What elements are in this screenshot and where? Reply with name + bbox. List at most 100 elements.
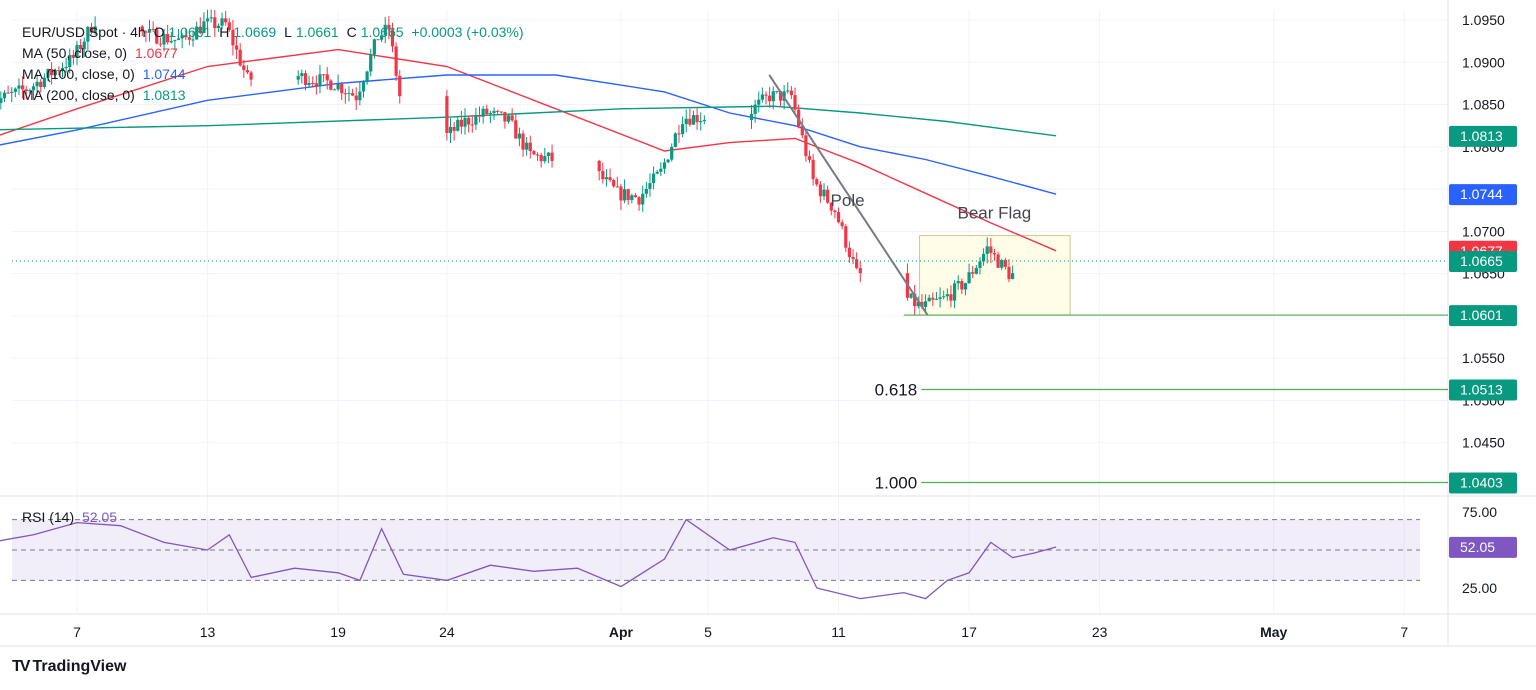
time-tick-label: 5 xyxy=(704,624,712,640)
candle-up xyxy=(300,73,304,77)
symbol-name[interactable]: EUR/USD Spot · 4h xyxy=(22,24,146,40)
symbol-legend: EUR/USD Spot · 4h O 1.0661 H 1.0669 L 1.066… xyxy=(22,24,528,40)
candle-down xyxy=(187,37,192,40)
ma200-legend[interactable]: MA (200, close, 0) 1.0813 xyxy=(22,87,190,103)
ma100-label: MA (100, close, 0) xyxy=(22,66,135,82)
candle-up xyxy=(195,26,199,40)
price-label-badge xyxy=(1449,125,1517,147)
candle-down xyxy=(166,33,170,43)
candle-down xyxy=(24,89,28,91)
candle-down xyxy=(840,222,844,227)
candle-up xyxy=(1000,259,1004,268)
candle-down xyxy=(50,69,54,76)
candle-up xyxy=(604,177,609,180)
candle-up xyxy=(978,261,982,268)
candle-down xyxy=(329,80,333,90)
time-tick-label: 7 xyxy=(1400,624,1408,640)
candle-up xyxy=(191,39,195,41)
candle-up xyxy=(956,281,960,284)
candle-down xyxy=(913,293,917,307)
bear-flag-box xyxy=(919,235,1071,316)
ma50-legend[interactable]: MA (50, close, 0) 1.0677 xyxy=(22,45,182,61)
candle-up xyxy=(318,74,322,87)
candle-down xyxy=(677,133,681,135)
candle-down xyxy=(931,297,935,300)
time-tick-label: 11 xyxy=(831,624,846,640)
candle-down xyxy=(224,18,228,23)
candle-down xyxy=(535,154,540,156)
candle-down xyxy=(394,46,398,76)
ma100-line xyxy=(0,74,1057,195)
candle-down xyxy=(303,73,308,85)
time-tick-label: 7 xyxy=(73,624,81,640)
candle-down xyxy=(445,96,449,134)
candle-up xyxy=(169,40,173,43)
candle-up xyxy=(546,152,551,157)
candle-down xyxy=(532,151,536,155)
price-tick-label: 1.0900 xyxy=(1462,54,1505,70)
candle-up xyxy=(347,93,351,95)
candle-up xyxy=(75,45,79,58)
candle-up xyxy=(332,89,337,91)
candle-down xyxy=(778,91,783,101)
candle-down xyxy=(528,142,532,152)
candle-down xyxy=(851,257,855,260)
time-tick-label: May xyxy=(1260,624,1287,640)
tradingview-logo[interactable]: TV TradingView xyxy=(12,658,126,676)
time-tick-label: 24 xyxy=(439,624,455,640)
candle-down xyxy=(597,160,601,172)
candle-up xyxy=(945,294,949,297)
candle-up xyxy=(985,246,989,254)
close-label: C xyxy=(346,24,357,40)
candle-down xyxy=(514,120,518,139)
candle-up xyxy=(365,71,369,83)
candle-up xyxy=(916,301,920,307)
candle-up xyxy=(684,118,688,125)
candle-down xyxy=(184,35,188,38)
ma100-value: 1.0744 xyxy=(142,66,186,82)
candle-up xyxy=(775,91,779,93)
candle-down xyxy=(238,49,242,66)
fib-level-label: 0.618 xyxy=(875,380,918,399)
candle-down xyxy=(619,186,623,201)
candle-up xyxy=(31,86,36,91)
candle-down xyxy=(608,177,612,181)
candle-up xyxy=(753,104,757,114)
candle-down xyxy=(612,180,616,187)
rsi-tick-label: 25.00 xyxy=(1462,580,1497,596)
candle-down xyxy=(144,31,148,33)
candle-up xyxy=(680,124,685,134)
candle-down xyxy=(158,43,163,45)
candle-up xyxy=(1010,273,1015,280)
candle-up xyxy=(699,121,703,123)
candle-down xyxy=(390,29,395,47)
rsi-label: RSI (14) xyxy=(22,509,75,525)
candle-up xyxy=(93,26,97,33)
candle-down xyxy=(601,171,605,180)
candle-up xyxy=(670,146,674,160)
candle-up xyxy=(481,108,485,117)
candle-up xyxy=(525,142,529,150)
candle-down xyxy=(615,186,619,188)
candle-up xyxy=(173,39,177,41)
candle-up xyxy=(938,297,942,299)
price-label-badge xyxy=(1449,250,1517,272)
rsi-legend[interactable]: RSI (14) 52.05 xyxy=(22,509,121,525)
candle-up xyxy=(13,88,17,92)
candle-up xyxy=(927,297,931,302)
fib-level-label: 1.000 xyxy=(875,473,918,492)
candle-down xyxy=(804,135,808,157)
ma100-legend[interactable]: MA (100, close, 0) 1.0744 xyxy=(22,66,190,82)
candle-up xyxy=(974,267,978,274)
candle-up xyxy=(488,113,493,115)
candle-up xyxy=(786,90,790,92)
candle-down xyxy=(459,119,463,127)
price-label-text: 1.0601 xyxy=(1460,307,1503,323)
rsi-value: 52.05 xyxy=(82,509,118,525)
candle-up xyxy=(202,21,206,33)
candle-down xyxy=(768,95,772,102)
candle-down xyxy=(213,17,217,29)
candle-down xyxy=(321,74,326,76)
candle-down xyxy=(688,118,692,125)
candle-up xyxy=(82,41,86,50)
